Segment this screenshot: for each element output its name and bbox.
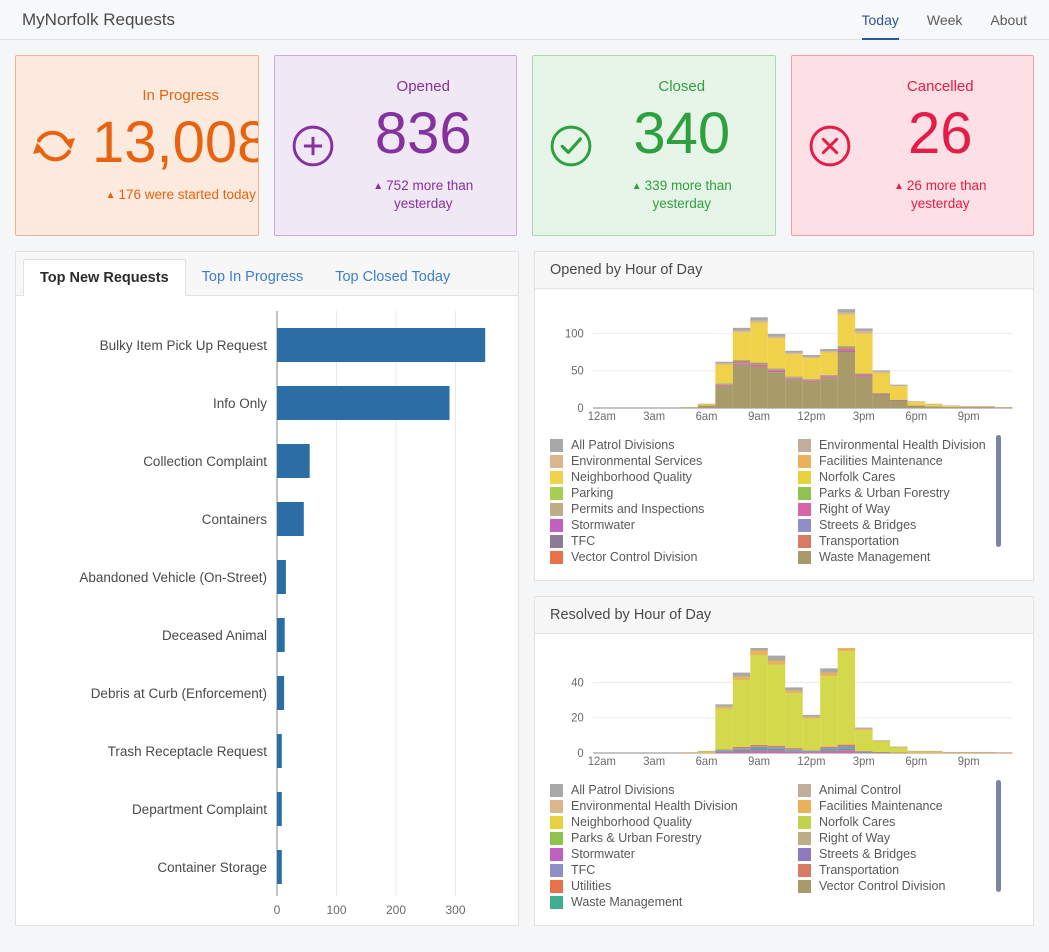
- svg-text:6pm: 6pm: [905, 755, 927, 768]
- svg-text:100: 100: [565, 327, 584, 340]
- svg-text:40: 40: [571, 676, 583, 689]
- svg-text:100: 100: [326, 903, 346, 916]
- svg-text:6am: 6am: [696, 755, 718, 768]
- svg-text:0: 0: [274, 903, 281, 916]
- svg-text:3am: 3am: [643, 410, 665, 423]
- svg-text:12pm: 12pm: [797, 410, 825, 423]
- svg-text:Container Storage: Container Storage: [157, 860, 267, 875]
- svg-text:0: 0: [577, 402, 583, 415]
- svg-text:50: 50: [571, 364, 583, 377]
- svg-text:9am: 9am: [748, 410, 770, 423]
- svg-text:0: 0: [577, 747, 583, 760]
- svg-text:12am: 12am: [588, 410, 616, 423]
- svg-text:Containers: Containers: [202, 512, 268, 527]
- svg-text:Abandoned Vehicle (On-Street): Abandoned Vehicle (On-Street): [79, 570, 267, 585]
- svg-text:Debris at Curb (Enforcement): Debris at Curb (Enforcement): [91, 686, 267, 701]
- svg-text:20: 20: [571, 711, 583, 724]
- svg-text:9pm: 9pm: [958, 410, 980, 423]
- svg-text:6pm: 6pm: [905, 410, 927, 423]
- svg-text:9am: 9am: [748, 755, 770, 768]
- svg-text:Deceased Animal: Deceased Animal: [162, 628, 267, 643]
- svg-text:3pm: 3pm: [853, 755, 875, 768]
- svg-text:12am: 12am: [588, 755, 616, 768]
- svg-text:200: 200: [386, 903, 406, 916]
- svg-text:3am: 3am: [643, 755, 665, 768]
- svg-text:Collection Complaint: Collection Complaint: [143, 454, 267, 469]
- svg-text:300: 300: [445, 903, 465, 916]
- svg-text:3pm: 3pm: [853, 410, 875, 423]
- svg-text:Department Complaint: Department Complaint: [132, 802, 267, 817]
- svg-text:Trash Receptacle Request: Trash Receptacle Request: [108, 744, 268, 759]
- svg-text:12pm: 12pm: [797, 755, 825, 768]
- svg-text:Info Only: Info Only: [213, 396, 267, 411]
- svg-text:9pm: 9pm: [958, 755, 980, 768]
- svg-text:6am: 6am: [696, 410, 718, 423]
- svg-text:Bulky Item Pick Up Request: Bulky Item Pick Up Request: [100, 338, 268, 353]
